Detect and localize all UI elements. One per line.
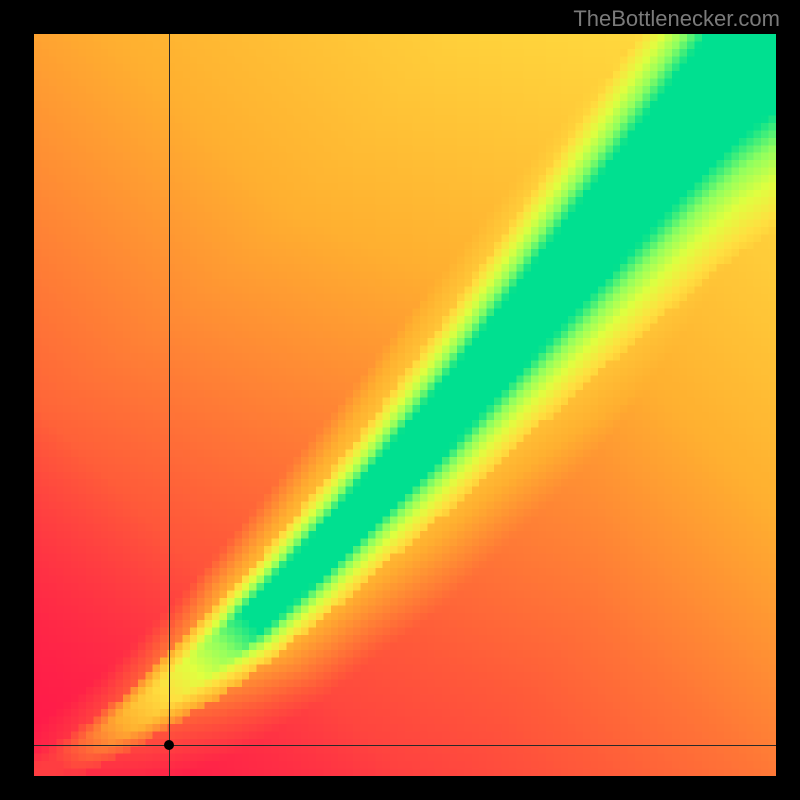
crosshair-vertical-line <box>169 34 170 776</box>
plot-area <box>34 34 776 776</box>
crosshair-horizontal-line <box>34 745 776 746</box>
bottleneck-heatmap <box>34 34 776 776</box>
watermark-text: TheBottlenecker.com <box>573 6 780 32</box>
selected-point-marker <box>164 740 174 750</box>
